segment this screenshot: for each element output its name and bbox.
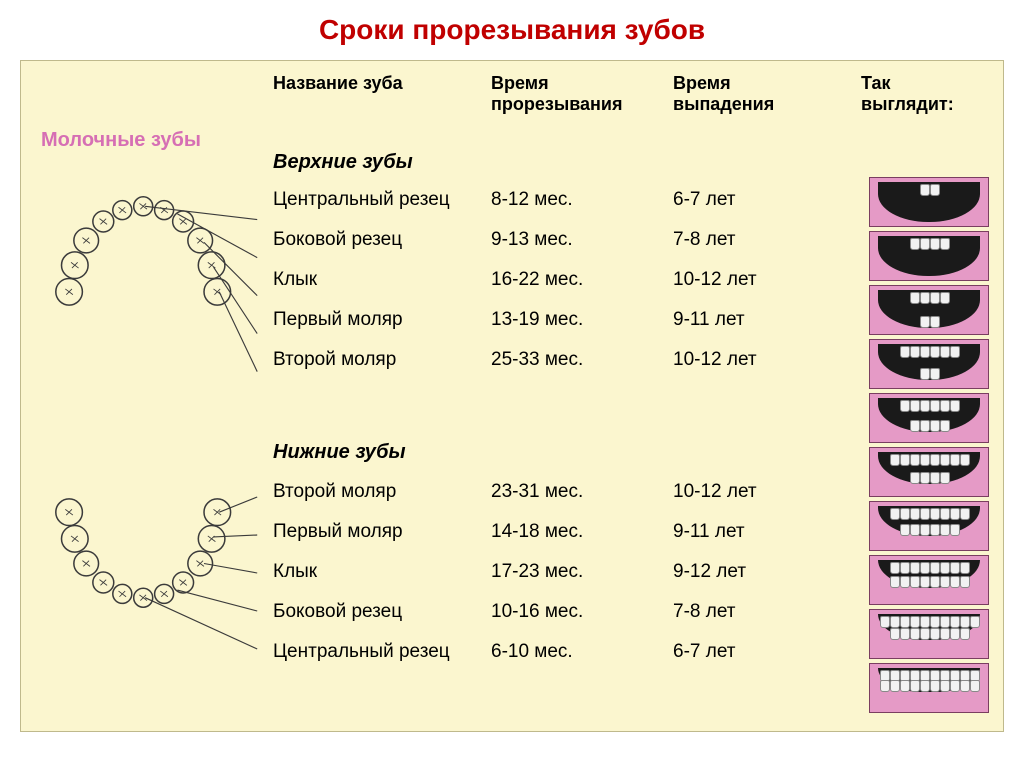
stage-thumbnail xyxy=(869,555,989,605)
stage-thumbnail xyxy=(869,285,989,335)
shedding-time: 6-7 лет xyxy=(673,641,735,663)
shedding-time: 7-8 лет xyxy=(673,229,735,251)
shedding-time: 7-8 лет xyxy=(673,601,735,623)
col-head-shed: Времявыпадения xyxy=(673,73,774,115)
stage-thumbnail xyxy=(869,339,989,389)
info-panel: Название зуба Времяпрорезывания Времявып… xyxy=(20,60,1004,732)
col-head-erupt: Времяпрорезывания xyxy=(491,73,622,115)
eruption-time: 23-31 мес. xyxy=(491,481,583,503)
stage-thumbnail xyxy=(869,447,989,497)
shedding-time: 9-11 лет xyxy=(673,309,745,331)
tooth-name: Боковой резец xyxy=(273,229,402,251)
stage-thumbnail xyxy=(869,231,989,281)
stage-thumbnail xyxy=(869,501,989,551)
tooth-name: Центральный резец xyxy=(273,189,450,211)
tooth-name: Боковой резец xyxy=(273,601,402,623)
eruption-time: 16-22 мес. xyxy=(491,269,583,291)
tooth-name: Клык xyxy=(273,561,317,583)
shedding-time: 10-12 лет xyxy=(673,269,757,291)
eruption-time: 9-13 мес. xyxy=(491,229,573,251)
eruption-time: 14-18 мес. xyxy=(491,521,583,543)
eruption-time: 10-16 мес. xyxy=(491,601,583,623)
page-title: Сроки прорезывания зубов xyxy=(0,0,1024,52)
stage-thumbnail xyxy=(869,609,989,659)
lower-section-header: Нижние зубы xyxy=(273,441,406,464)
shedding-time: 10-12 лет xyxy=(673,349,757,371)
tooth-name: Второй моляр xyxy=(273,481,396,503)
tooth-arch-diagram xyxy=(33,151,261,691)
eruption-time: 13-19 мес. xyxy=(491,309,583,331)
shedding-time: 6-7 лет xyxy=(673,189,735,211)
eruption-time: 6-10 мес. xyxy=(491,641,573,663)
shedding-time: 10-12 лет xyxy=(673,481,757,503)
stage-thumbnail xyxy=(869,393,989,443)
eruption-time: 17-23 мес. xyxy=(491,561,583,583)
tooth-name: Второй моляр xyxy=(273,349,396,371)
tooth-name: Центральный резец xyxy=(273,641,450,663)
tooth-name: Первый моляр xyxy=(273,309,403,331)
tooth-name: Клык xyxy=(273,269,317,291)
col-head-look: Таквыглядит: xyxy=(861,73,954,115)
stage-thumbnail xyxy=(869,177,989,227)
eruption-time: 8-12 мес. xyxy=(491,189,573,211)
upper-section-header: Верхние зубы xyxy=(273,151,413,174)
milk-teeth-label: Молочные зубы xyxy=(41,129,201,152)
tooth-name: Первый моляр xyxy=(273,521,403,543)
shedding-time: 9-11 лет xyxy=(673,521,745,543)
shedding-time: 9-12 лет xyxy=(673,561,746,583)
col-head-name: Название зуба xyxy=(273,73,403,94)
eruption-time: 25-33 мес. xyxy=(491,349,583,371)
stage-thumbnail xyxy=(869,663,989,713)
